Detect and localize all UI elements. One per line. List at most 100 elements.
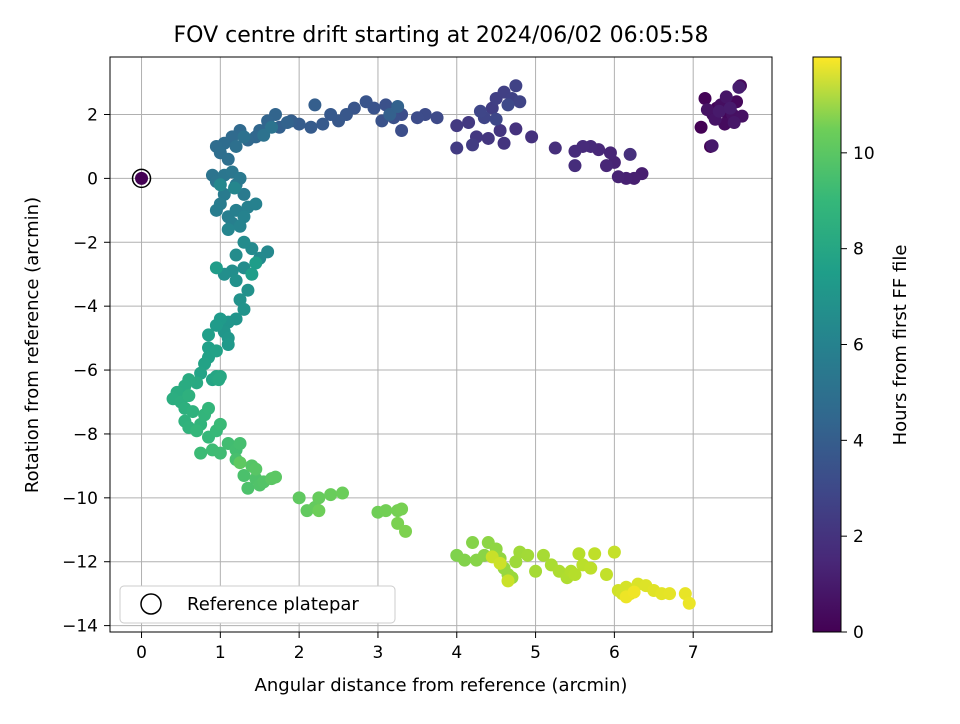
data-point (450, 119, 464, 133)
data-point (213, 178, 227, 192)
data-point (391, 516, 405, 530)
data-point (359, 95, 373, 109)
x-axis-label: Angular distance from reference (arcmin) (255, 675, 628, 696)
data-point (312, 504, 326, 518)
data-point (237, 302, 251, 316)
data-point (241, 481, 255, 495)
data-point (335, 486, 349, 500)
data-points (166, 79, 749, 610)
data-point (209, 261, 223, 275)
data-point (623, 147, 637, 161)
data-point (600, 159, 613, 173)
data-point (536, 548, 550, 562)
data-point (600, 568, 613, 581)
legend-marker (140, 593, 162, 615)
data-point (603, 146, 617, 160)
data-point (245, 267, 259, 281)
data-point (712, 104, 726, 118)
data-point (182, 389, 196, 403)
data-point (719, 90, 733, 104)
data-point (186, 405, 200, 419)
data-point (395, 123, 409, 137)
data-point (700, 103, 714, 117)
y-tick-label: −4 (73, 297, 98, 317)
data-point (233, 456, 247, 470)
data-point (723, 101, 737, 115)
data-point (588, 547, 602, 561)
data-point (249, 256, 263, 270)
data-point (228, 181, 242, 195)
x-tick-label: 0 (136, 643, 147, 663)
data-point (379, 504, 393, 518)
reference-platepar-marker (131, 168, 152, 189)
data-point (481, 131, 495, 145)
data-point (572, 547, 586, 561)
data-point (265, 120, 279, 134)
x-tick-label: 4 (451, 643, 462, 663)
data-point (525, 130, 539, 144)
data-point (399, 524, 413, 538)
y-tick-label: −10 (62, 489, 98, 509)
data-point (202, 401, 216, 415)
y-tick-label: 0 (87, 169, 98, 189)
data-point (391, 100, 405, 114)
data-point (529, 564, 543, 578)
data-point (280, 115, 294, 129)
y-tick-label: −2 (73, 233, 98, 253)
data-point (493, 556, 507, 570)
data-point (194, 446, 208, 460)
data-point (292, 491, 306, 505)
data-point (190, 424, 204, 438)
data-point (237, 235, 251, 249)
x-tick-label: 7 (688, 643, 699, 663)
data-point (521, 548, 535, 562)
colorbar-tick-label: 6 (853, 336, 864, 356)
data-point (450, 141, 464, 155)
data-point (233, 219, 247, 233)
data-point (221, 223, 235, 236)
data-point (705, 139, 719, 153)
data-point (237, 468, 251, 482)
colorbar-tick-label: 10 (853, 144, 875, 164)
data-point (663, 587, 677, 601)
data-point (493, 123, 507, 137)
chart-title: FOV centre drift starting at 2024/06/02 … (174, 23, 709, 48)
data-point (209, 318, 223, 332)
data-point (213, 417, 227, 431)
data-point (430, 111, 444, 125)
data-point (698, 92, 712, 106)
colorbar-tick-label: 4 (853, 431, 864, 451)
data-point (568, 568, 582, 581)
data-point (229, 139, 243, 153)
data-point (269, 470, 282, 484)
data-point (584, 561, 598, 575)
y-tick-label: −12 (62, 553, 98, 573)
y-tick-label: 2 (87, 106, 98, 126)
colorbar-gradient (812, 56, 842, 633)
x-tick-label: 6 (609, 643, 620, 663)
legend-label: Reference platepar (187, 594, 359, 615)
data-point (237, 130, 251, 144)
grid-lines (110, 57, 772, 632)
y-tick-label: −6 (73, 361, 98, 381)
data-point (513, 95, 527, 109)
data-point (568, 144, 582, 158)
data-point (212, 373, 226, 387)
data-point (466, 138, 480, 152)
data-point (312, 491, 326, 505)
legend-box (119, 585, 396, 624)
data-point (249, 197, 263, 211)
data-point (237, 187, 251, 201)
data-point (229, 274, 243, 288)
data-point (611, 170, 625, 184)
x-tick-label: 5 (530, 643, 541, 663)
data-point (209, 203, 223, 217)
x-tick-label: 2 (294, 643, 305, 663)
data-point (509, 79, 523, 93)
data-point (395, 502, 409, 516)
data-point (221, 338, 235, 351)
y-axis-label: Rotation from reference (arcmin) (22, 197, 43, 493)
plot-frame (109, 56, 773, 633)
data-point (607, 545, 621, 559)
data-point (249, 462, 263, 476)
